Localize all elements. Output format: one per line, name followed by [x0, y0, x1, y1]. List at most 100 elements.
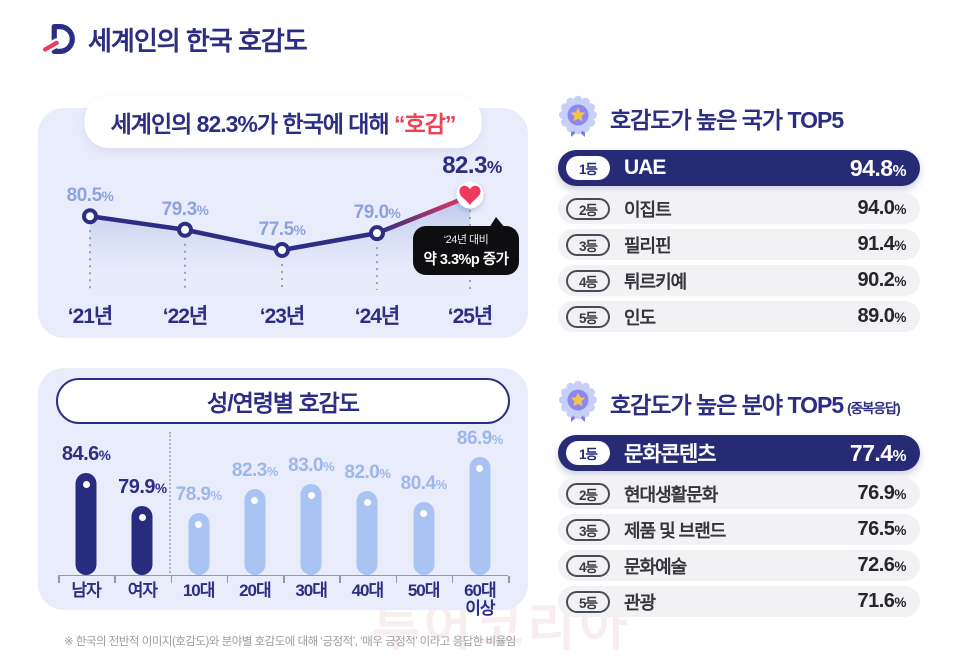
point-label: 79.3% [161, 198, 209, 220]
rank-value: 94.8% [849, 154, 907, 181]
rank-row: 1등 UAE 94.8% [558, 150, 920, 186]
axis-tick [226, 576, 229, 583]
trend-title-main: 세계인의 82.3%가 한국에 대해 [110, 111, 390, 137]
bar-column: 83.0% [283, 368, 339, 575]
rank-row: 2등 이집트 94.0% [558, 193, 920, 224]
bar-category-label: 60대 이상 [464, 581, 497, 618]
bar-column: 78.9% [171, 368, 227, 575]
rank-badge: 2등 [566, 197, 610, 220]
rank-name: UAE [624, 156, 666, 179]
rank-row: 4등 튀르키예 90.2% [558, 265, 920, 296]
bar-column: 84.6% [58, 368, 114, 575]
rank-value: 77.4% [849, 439, 907, 466]
trend-line-chart [82, 181, 484, 290]
point-label: 77.5% [258, 219, 306, 240]
rank-value: 91.4% [857, 233, 906, 255]
bar-dot [138, 514, 146, 521]
rank-row: 5등 관광 71.6% [558, 586, 920, 617]
bar-value-label: 78.9% [175, 484, 222, 505]
rank-badge: 1등 [566, 156, 610, 180]
rank-badge: 1등 [566, 441, 610, 465]
field-top5-list: 1등 문화콘텐츠 77.4% 2등 현대생활문화 76.9% 3등 제품 및 브… [558, 435, 920, 617]
bar-column: 86.9% [452, 368, 508, 575]
rank-name: 현대생활문화 [624, 484, 718, 505]
bar [131, 506, 153, 575]
bar-dot [251, 497, 259, 504]
bar-value-label: 86.9% [456, 428, 503, 449]
rank-badge: 2등 [566, 482, 610, 505]
x-tick-label: ‘24년 [354, 305, 401, 328]
field-top5-header: 호감도가 높은 분야 TOP5 (중복응답) [558, 380, 920, 425]
rank-name: 인도 [624, 307, 656, 328]
rank-name: 이집트 [624, 199, 672, 220]
demographics-bar-chart: 84.6% 79.9% 78.9% 82.3% 83.0% [58, 368, 508, 575]
point-label: 79.0% [353, 202, 401, 224]
rank-badge: 4등 [566, 554, 610, 577]
bar-category-label: 40대 [351, 581, 385, 600]
x-tick-label: ‘22년 [162, 305, 209, 328]
x-tick-label: ‘25년 [447, 305, 494, 328]
bar [356, 491, 378, 575]
rank-value: 72.6% [857, 554, 906, 576]
trend-card-title: 세계인의 82.3%가 한국에 대해 “호감” [84, 96, 482, 148]
bar-value-label: 82.0% [344, 462, 391, 483]
rank-value: 94.0% [857, 197, 906, 219]
bar [75, 473, 97, 575]
country-top5-header: 호감도가 높은 국가 TOP5 [558, 95, 920, 140]
demographics-card-title: 성/연령별 호감도 [56, 378, 510, 424]
field-top5-section: 호감도가 높은 분야 TOP5 (중복응답) 1등 문화콘텐츠 77.4% 2등 … [558, 380, 920, 622]
country-top5-title: 호감도가 높은 국가 TOP5 [610, 107, 844, 133]
bar-dot [476, 465, 484, 472]
bar-category-label: 20대 [239, 581, 272, 600]
axis-tick [451, 576, 454, 583]
country-top5-section: 호감도가 높은 국가 TOP5 1등 UAE 94.8% 2등 이집트 94.0… [558, 95, 920, 337]
x-tick-label: ‘23년 [259, 305, 306, 328]
rank-value: 76.5% [857, 518, 906, 540]
bar-dot [195, 521, 203, 528]
bar-value-label: 79.9% [118, 476, 167, 498]
rank-value: 76.9% [857, 482, 906, 504]
bar-category-label: 남자 [71, 581, 101, 600]
axis-tick [339, 576, 341, 583]
bar [244, 489, 266, 575]
country-top5-list: 1등 UAE 94.8% 2등 이집트 94.0% 3등 필리핀 91.4% 4… [558, 150, 920, 332]
footnote: ※ 한국의 전반적 이미지(호감도)와 분야별 호감도에 대해 ‘긍정적’, ‘… [64, 636, 516, 648]
bar-category-label: 여자 [127, 581, 158, 600]
rank-name: 필리핀 [624, 235, 672, 256]
demographics-card: 성/연령별 호감도 84.6% 79.9% 78.9% 82.3% 83.0% [38, 368, 528, 618]
rank-row: 3등 제품 및 브랜드 76.5% [558, 514, 920, 545]
annotation-line1: ‘24년 대비 [443, 234, 489, 246]
rank-name: 관광 [624, 592, 656, 613]
axis-tick [283, 576, 285, 583]
bar [188, 513, 210, 575]
medal-icon [559, 95, 597, 137]
x-tick-label: ‘21년 [67, 305, 114, 328]
rank-name: 제품 및 브랜드 [624, 520, 726, 541]
bar-column: 82.3% [227, 368, 283, 575]
trend-title-accent: “호감” [394, 111, 456, 137]
rank-value: 90.2% [857, 269, 906, 291]
rank-badge: 3등 [566, 518, 610, 541]
bar-value-label: 82.3% [231, 460, 278, 481]
rank-value: 89.0% [857, 305, 906, 327]
point-label-current: 82.3% [442, 152, 502, 179]
bar-column: 80.4% [396, 368, 452, 575]
field-top5-subtitle: (중복응답) [847, 401, 901, 416]
bar-dot [82, 481, 90, 488]
brand-logo-icon [40, 24, 75, 54]
gender-age-divider [169, 432, 171, 573]
bar [300, 484, 322, 575]
point-label: 80.5% [66, 185, 114, 207]
bar-value-label: 80.4% [400, 473, 447, 494]
bar-axis: 남자 여자 10대 20대 30대 40대 50대 60대 이상 [58, 575, 510, 618]
bar-dot [420, 510, 428, 517]
bar [469, 457, 491, 575]
bar-dot [307, 492, 315, 499]
axis-tick [395, 576, 397, 583]
bar-column: 82.0% [339, 368, 395, 575]
medal-icon [559, 380, 597, 422]
rank-row: 3등 필리핀 91.4% [558, 229, 920, 260]
annotation-line2: 약 3.3%p 증가 [423, 252, 509, 268]
bar-column: 79.9% [114, 368, 170, 575]
